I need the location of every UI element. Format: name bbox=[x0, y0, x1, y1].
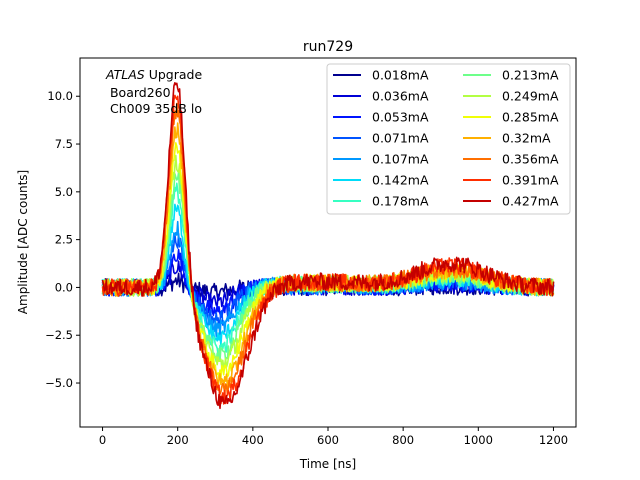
y-tick-label: −5.0 bbox=[45, 376, 73, 390]
legend-label: 0.356mA bbox=[502, 152, 559, 167]
legend-label: 0.018mA bbox=[372, 68, 429, 83]
annotation-channel: Ch009 35dB lo bbox=[106, 101, 202, 116]
y-tick-label: 7.5 bbox=[55, 137, 73, 151]
svg-text:ATLAS Upgrade: ATLAS Upgrade bbox=[105, 67, 202, 82]
legend-label: 0.391mA bbox=[502, 173, 559, 188]
y-tick-label: 5.0 bbox=[55, 185, 73, 199]
legend-label: 0.213mA bbox=[502, 68, 559, 83]
legend-label: 0.036mA bbox=[372, 89, 429, 104]
legend-label: 0.178mA bbox=[372, 194, 429, 209]
y-tick-label: 10.0 bbox=[47, 89, 73, 103]
legend-label: 0.053mA bbox=[372, 110, 429, 125]
legend: 0.018mA 0.036mA 0.053mA 0.071mA 0.107mA 0.142… bbox=[326, 63, 571, 215]
annotation-board: Board260 bbox=[106, 85, 171, 100]
x-tick-label: 0 bbox=[99, 433, 106, 447]
y-tick-label: 2.5 bbox=[55, 233, 73, 247]
x-tick-label: 800 bbox=[392, 433, 414, 447]
y-tick-label: −2.5 bbox=[45, 328, 73, 342]
y-axis: −5.0 −2.5 0.0 2.5 5.0 7.5 10.0 bbox=[45, 89, 80, 390]
legend-label: 0.107mA bbox=[372, 152, 429, 167]
series-layer bbox=[101, 82, 555, 410]
legend-label: 0.32mA bbox=[502, 131, 551, 146]
annotation: ATLAS Upgrade Board260 Ch009 35dB lo bbox=[105, 67, 202, 116]
legend-label: 0.142mA bbox=[372, 173, 429, 188]
x-tick-label: 600 bbox=[317, 433, 339, 447]
x-tick-label: 200 bbox=[167, 433, 189, 447]
series-line bbox=[101, 82, 555, 410]
x-axis-label: Time [ns] bbox=[299, 457, 356, 471]
x-axis: 0 200 400 600 800 1000 1200 bbox=[99, 427, 568, 447]
y-axis-label: Amplitude [ADC counts] bbox=[16, 170, 30, 314]
legend-label: 0.427mA bbox=[502, 194, 559, 209]
legend-label: 0.249mA bbox=[502, 89, 559, 104]
legend-label: 0.071mA bbox=[372, 131, 429, 146]
annotation-atlas: ATLAS bbox=[105, 67, 145, 82]
legend-box bbox=[326, 63, 571, 215]
annotation-upgrade: Upgrade bbox=[145, 67, 203, 82]
x-tick-label: 1000 bbox=[464, 433, 493, 447]
series-line bbox=[101, 94, 555, 405]
chart-title: run729 bbox=[303, 39, 353, 55]
legend-label: 0.285mA bbox=[502, 110, 559, 125]
y-tick-label: 0.0 bbox=[55, 280, 73, 294]
x-tick-label: 1200 bbox=[539, 433, 568, 447]
x-tick-label: 400 bbox=[242, 433, 264, 447]
series-line bbox=[101, 171, 555, 363]
